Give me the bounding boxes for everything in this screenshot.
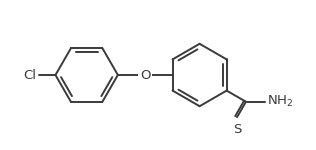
Text: Cl: Cl [24, 69, 37, 81]
Text: NH$_2$: NH$_2$ [267, 94, 293, 109]
Text: O: O [140, 69, 150, 81]
Text: S: S [233, 123, 241, 136]
